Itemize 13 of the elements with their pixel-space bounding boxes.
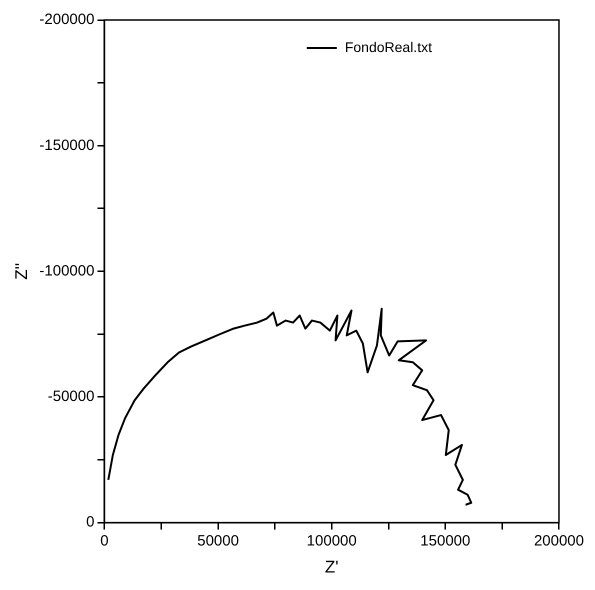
y-tick-label: -50000 [48,388,94,406]
y-tick-label: 0 [86,514,94,531]
y-axis-title: Z'' [12,262,31,280]
x-axis-title: Z' [324,557,339,576]
y-tick-label: -100000 [39,262,94,280]
y-tick-label: -150000 [39,136,94,154]
x-tick-label: 0 [100,532,109,550]
legend-label: FondoReal.txt [344,38,432,55]
x-tick-label: 100000 [306,532,357,550]
x-tick-label: 50000 [197,532,239,550]
x-tick-label: 150000 [420,532,470,550]
y-tick-label: -200000 [39,11,94,28]
x-tick-label: 200000 [534,532,584,550]
